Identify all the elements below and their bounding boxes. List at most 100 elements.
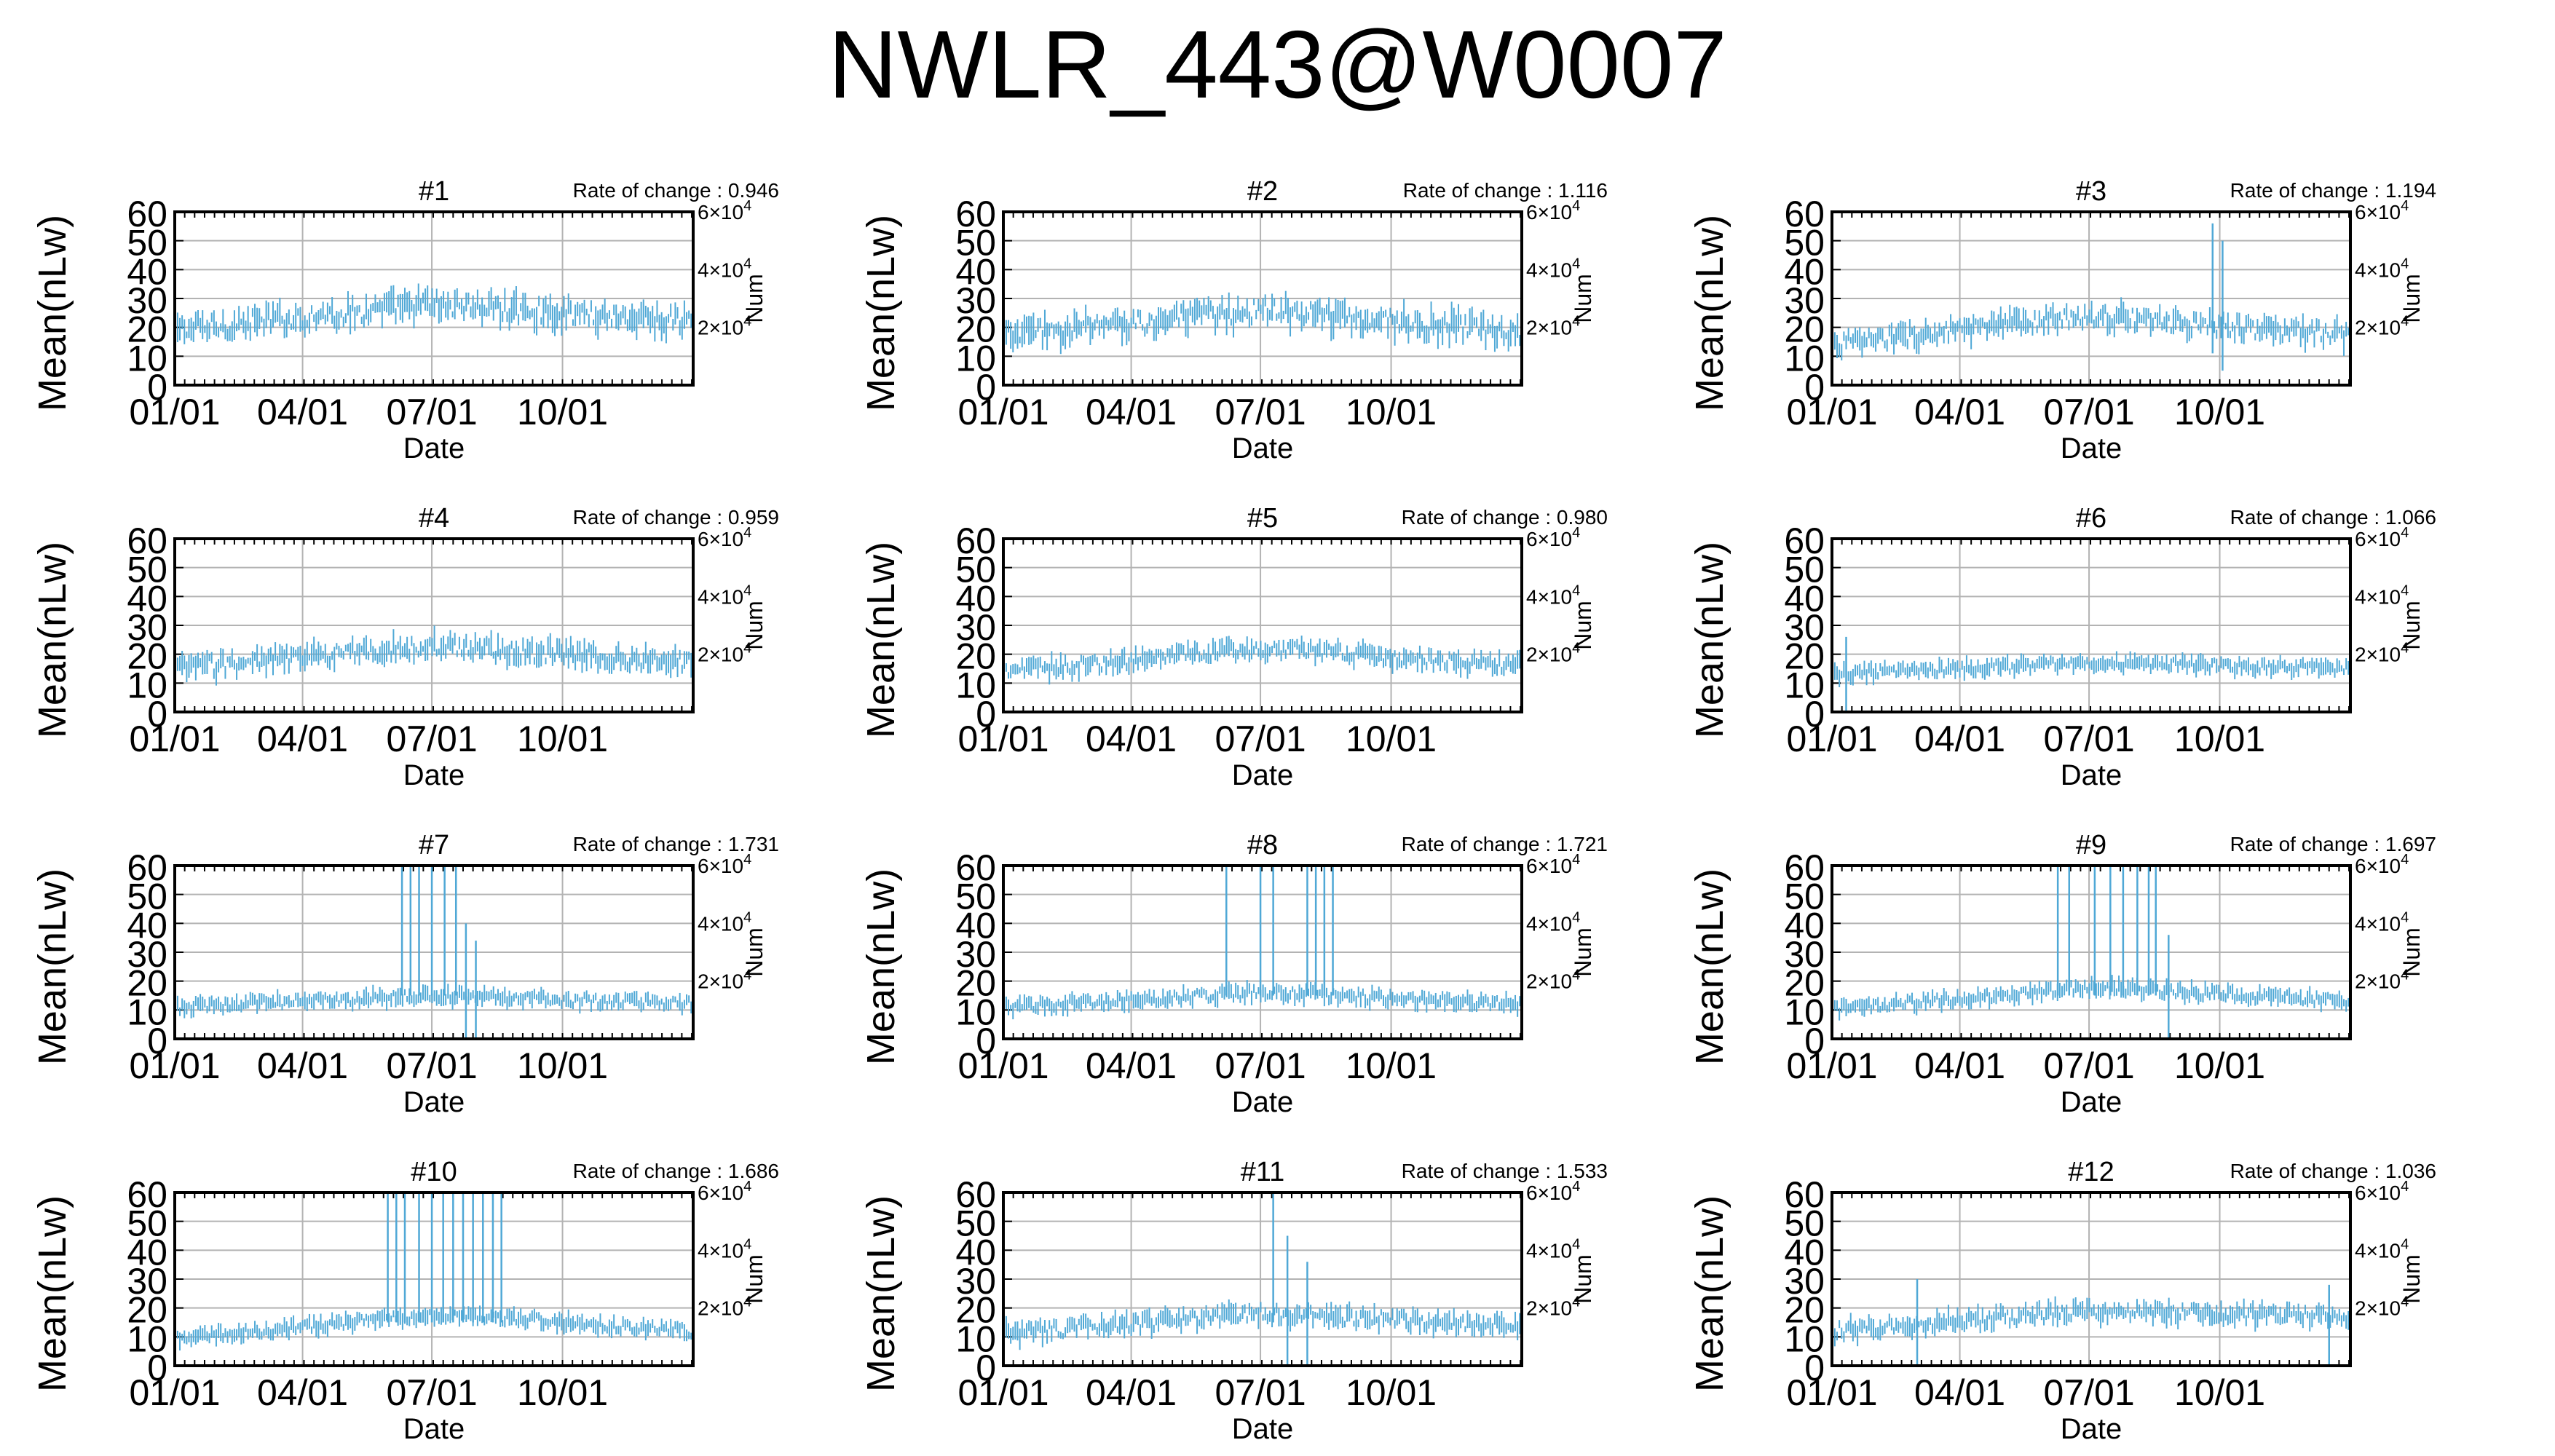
plot-frame [1831,864,2352,1040]
y-tick-label: 40 [1784,1232,1825,1273]
y2-tick-label: 6×104 [2355,1179,2409,1204]
y2-tick-label: 4×104 [2355,909,2409,935]
y-tick-label: 10 [955,992,996,1032]
y2-axis-label: Num [2398,927,2425,977]
y-tick-label: 60 [127,847,167,888]
y2-tick-label: 2×104 [698,641,751,666]
x-tick-label: 10/01 [517,1372,608,1413]
y2-tick-label: 4×104 [2355,256,2409,281]
y-axis-label: Mean(nLw) [31,542,74,738]
x-tick-label: 10/01 [2174,1045,2265,1086]
plot-frame [173,1191,695,1367]
rate-of-change: Rate of change : 1.697 [2230,833,2436,855]
panel-title: #9 [2076,830,2106,860]
y2-tick-exponent: 4 [2401,1236,2409,1252]
y2-tick-label: 6×104 [2355,525,2409,550]
x-tick-label: 04/01 [1914,1372,2005,1413]
y2-tick-label: 4×104 [2355,582,2409,608]
y-tick-label: 30 [955,1261,996,1302]
y2-tick-exponent: 4 [743,1236,751,1252]
x-axis-label: Date [1232,1413,1294,1445]
y-tick-label: 0 [147,694,167,735]
x-tick-label: 07/01 [387,392,478,432]
y-tick-label: 40 [955,251,996,292]
y2-tick-exponent: 4 [743,909,751,925]
y2-tick-label: 2×104 [698,968,751,993]
panel-title: #3 [2076,176,2106,207]
x-tick-label: 10/01 [1346,1045,1437,1086]
y-tick-label: 30 [1784,280,1825,321]
plot-frame [1831,537,2352,713]
plot-frame [1831,210,2352,387]
y2-tick-exponent: 4 [1572,1236,1580,1252]
y-axis-label: Mean(nLw) [31,869,74,1065]
y2-tick-exponent: 4 [2401,314,2409,330]
y-tick-label: 60 [127,194,167,234]
y2-tick-label: 4×104 [1526,582,1580,608]
x-tick-label: 04/01 [1914,392,2005,432]
y2-tick-label: 6×104 [2355,198,2409,223]
x-tick-label: 04/01 [1914,719,2005,759]
x-tick-label: 07/01 [1215,392,1306,432]
panel-title: #11 [1241,1157,1285,1187]
y-tick-label: 60 [1784,1174,1825,1215]
y-tick-label: 20 [1784,636,1825,677]
y2-tick-exponent: 4 [2401,582,2409,598]
plot-frame [1002,1191,1523,1367]
y2-tick-label: 6×104 [2355,852,2409,877]
y2-tick-exponent: 4 [743,198,751,214]
y2-tick-label: 2×104 [698,314,751,339]
y2-tick-exponent: 4 [743,1294,751,1310]
y2-tick-label: 4×104 [698,256,751,281]
y2-tick-exponent: 4 [1572,641,1580,657]
x-tick-label: 07/01 [2044,719,2135,759]
y-tick-label: 60 [1784,847,1825,888]
y2-tick-label: 4×104 [698,909,751,935]
y2-tick-exponent: 4 [2401,198,2409,214]
rate-of-change: Rate of change : 0.946 [573,179,779,202]
y2-tick-exponent: 4 [1572,314,1580,330]
y-tick-label: 20 [955,963,996,1004]
y-axis-label: Mean(nLw) [859,215,903,411]
y-tick-label: 40 [1784,251,1825,292]
rate-of-change: Rate of change : 1.731 [573,833,779,855]
y-tick-label: 50 [955,223,996,264]
y-tick-label: 10 [955,665,996,705]
x-tick-label: 10/01 [2174,719,2265,759]
y2-tick-exponent: 4 [1572,256,1580,272]
y-tick-label: 50 [955,1203,996,1244]
x-tick-label: 01/01 [1786,392,1877,432]
y2-axis-label: Num [2398,601,2425,650]
y-tick-label: 20 [955,309,996,350]
y-tick-label: 10 [1784,338,1825,379]
y-tick-label: 0 [976,1021,996,1061]
y2-axis-label: Num [1570,1254,1596,1304]
x-tick-label: 04/01 [1086,392,1177,432]
y-tick-label: 60 [1784,194,1825,234]
y-tick-label: 60 [127,1174,167,1215]
y2-tick-exponent: 4 [1572,968,1580,984]
y-tick-label: 30 [955,280,996,321]
y2-tick-exponent: 4 [2401,968,2409,984]
y2-tick-label: 2×104 [1526,968,1580,993]
y-tick-label: 40 [1784,578,1825,619]
x-tick-label: 04/01 [257,1045,348,1086]
x-tick-label: 10/01 [517,1045,608,1086]
y2-axis-label: Num [2398,1254,2425,1304]
y-tick-label: 10 [127,338,167,379]
x-tick-label: 07/01 [2044,1045,2135,1086]
panel-title: #7 [419,830,449,860]
y2-tick-exponent: 4 [2401,852,2409,868]
x-tick-label: 04/01 [1086,1372,1177,1413]
y-tick-label: 60 [955,847,996,888]
y-tick-label: 40 [127,251,167,292]
x-tick-label: 04/01 [1914,1045,2005,1086]
x-tick-label: 10/01 [2174,1372,2265,1413]
y2-tick-exponent: 4 [743,852,751,868]
y-tick-label: 30 [127,280,167,321]
y-tick-label: 50 [955,550,996,590]
y2-axis-label: Num [1570,274,1596,323]
y2-tick-label: 4×104 [2355,1236,2409,1262]
